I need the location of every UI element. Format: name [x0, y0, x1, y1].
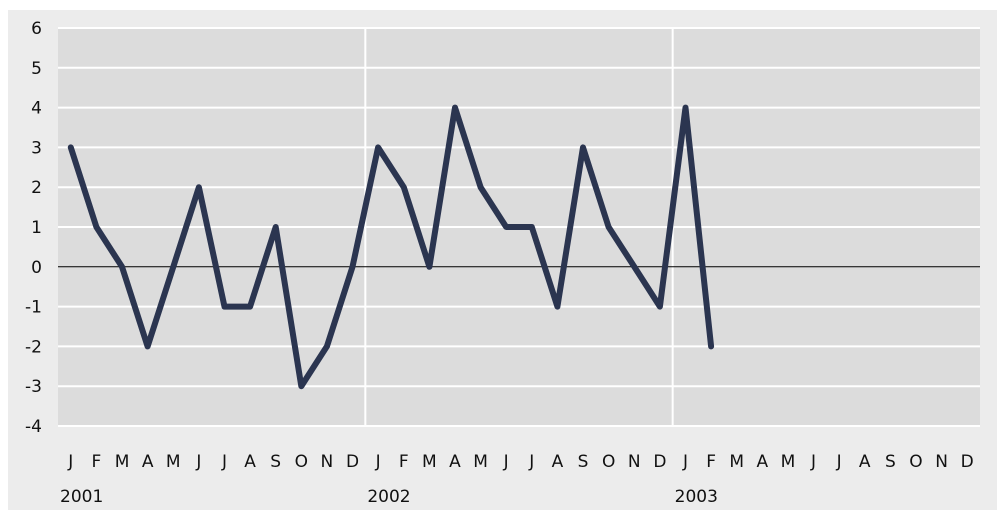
- data-point: [68, 145, 73, 150]
- x-tick-label: A: [859, 452, 871, 472]
- data-point: [606, 225, 611, 229]
- data-point: [376, 145, 381, 150]
- data-point: [120, 264, 125, 269]
- x-tick-label: A: [244, 452, 256, 472]
- y-axis-tick-labels: 6 5 4 3 2 1 0 -1 -2 -3 -4: [25, 19, 42, 437]
- x-tick-label: J: [528, 452, 534, 472]
- data-point: [196, 185, 201, 190]
- x-tick-label: J: [67, 452, 73, 472]
- x-tick-label: O: [295, 452, 308, 472]
- data-point: [529, 225, 534, 229]
- x-tick-label: M: [729, 452, 744, 472]
- x-tick-label: F: [399, 452, 409, 472]
- x-tick-label: A: [552, 452, 564, 472]
- data-point: [452, 105, 457, 110]
- x-tick-label: D: [346, 452, 359, 472]
- data-point: [145, 344, 150, 349]
- y-tick-label: -4: [25, 417, 42, 437]
- series-group: [67, 104, 715, 390]
- x-tick-label: N: [321, 452, 334, 472]
- year-label: 2002: [367, 487, 410, 507]
- x-tick-label: S: [270, 452, 281, 472]
- y-tick-label: -1: [25, 298, 42, 318]
- y-tick-label: -2: [25, 337, 42, 357]
- data-point: [709, 344, 714, 349]
- x-tick-label: N: [935, 452, 948, 472]
- x-tick-label: M: [115, 452, 130, 472]
- x-tick-label: M: [781, 452, 796, 472]
- data-point: [632, 264, 637, 269]
- x-tick-label: D: [653, 452, 666, 472]
- y-tick-label: 2: [31, 178, 42, 198]
- x-tick-label: J: [836, 452, 842, 472]
- data-point: [350, 264, 355, 269]
- x-tick-label: O: [909, 452, 922, 472]
- y-tick-label: 6: [31, 19, 42, 39]
- x-tick-label: A: [756, 452, 768, 472]
- data-point: [657, 304, 662, 309]
- y-tick-label: 5: [31, 59, 42, 79]
- x-tick-label: D: [961, 452, 974, 472]
- data-point: [504, 225, 509, 229]
- x-tick-label: J: [195, 452, 201, 472]
- data-point: [273, 225, 278, 229]
- y-tick-label: 3: [31, 138, 42, 158]
- data-point: [427, 264, 432, 269]
- x-tick-label: N: [628, 452, 641, 472]
- data-point: [555, 304, 560, 309]
- x-tick-label: M: [473, 452, 488, 472]
- x-tick-label: J: [375, 452, 381, 472]
- x-tick-label: J: [503, 452, 509, 472]
- series-line: [67, 104, 715, 390]
- x-tick-label: A: [142, 452, 154, 472]
- year-label: 2003: [675, 487, 718, 507]
- year-label: 2001: [60, 487, 103, 507]
- data-point: [171, 264, 176, 269]
- data-point: [683, 105, 688, 110]
- data-point: [478, 185, 483, 190]
- x-axis-year-labels: 2001 2002 2003: [60, 487, 718, 507]
- x-tick-label: A: [449, 452, 461, 472]
- x-tick-label: S: [578, 452, 589, 472]
- x-tick-label: M: [166, 452, 181, 472]
- x-tick-label: J: [682, 452, 688, 472]
- x-tick-label: O: [602, 452, 615, 472]
- x-tick-label: J: [221, 452, 227, 472]
- data-point: [248, 304, 253, 309]
- x-tick-label: S: [885, 452, 896, 472]
- data-point: [401, 185, 406, 190]
- data-point: [581, 145, 586, 150]
- data-point: [222, 304, 227, 309]
- x-tick-label: J: [810, 452, 816, 472]
- y-tick-label: 0: [31, 258, 42, 278]
- x-tick-label: F: [92, 452, 102, 472]
- y-tick-label: -3: [25, 377, 42, 397]
- data-point: [324, 344, 329, 349]
- y-tick-label: 1: [31, 218, 42, 238]
- x-tick-label: F: [706, 452, 716, 472]
- data-point: [94, 225, 99, 229]
- y-tick-label: 4: [31, 99, 42, 119]
- x-tick-label: M: [422, 452, 437, 472]
- data-point: [299, 384, 304, 389]
